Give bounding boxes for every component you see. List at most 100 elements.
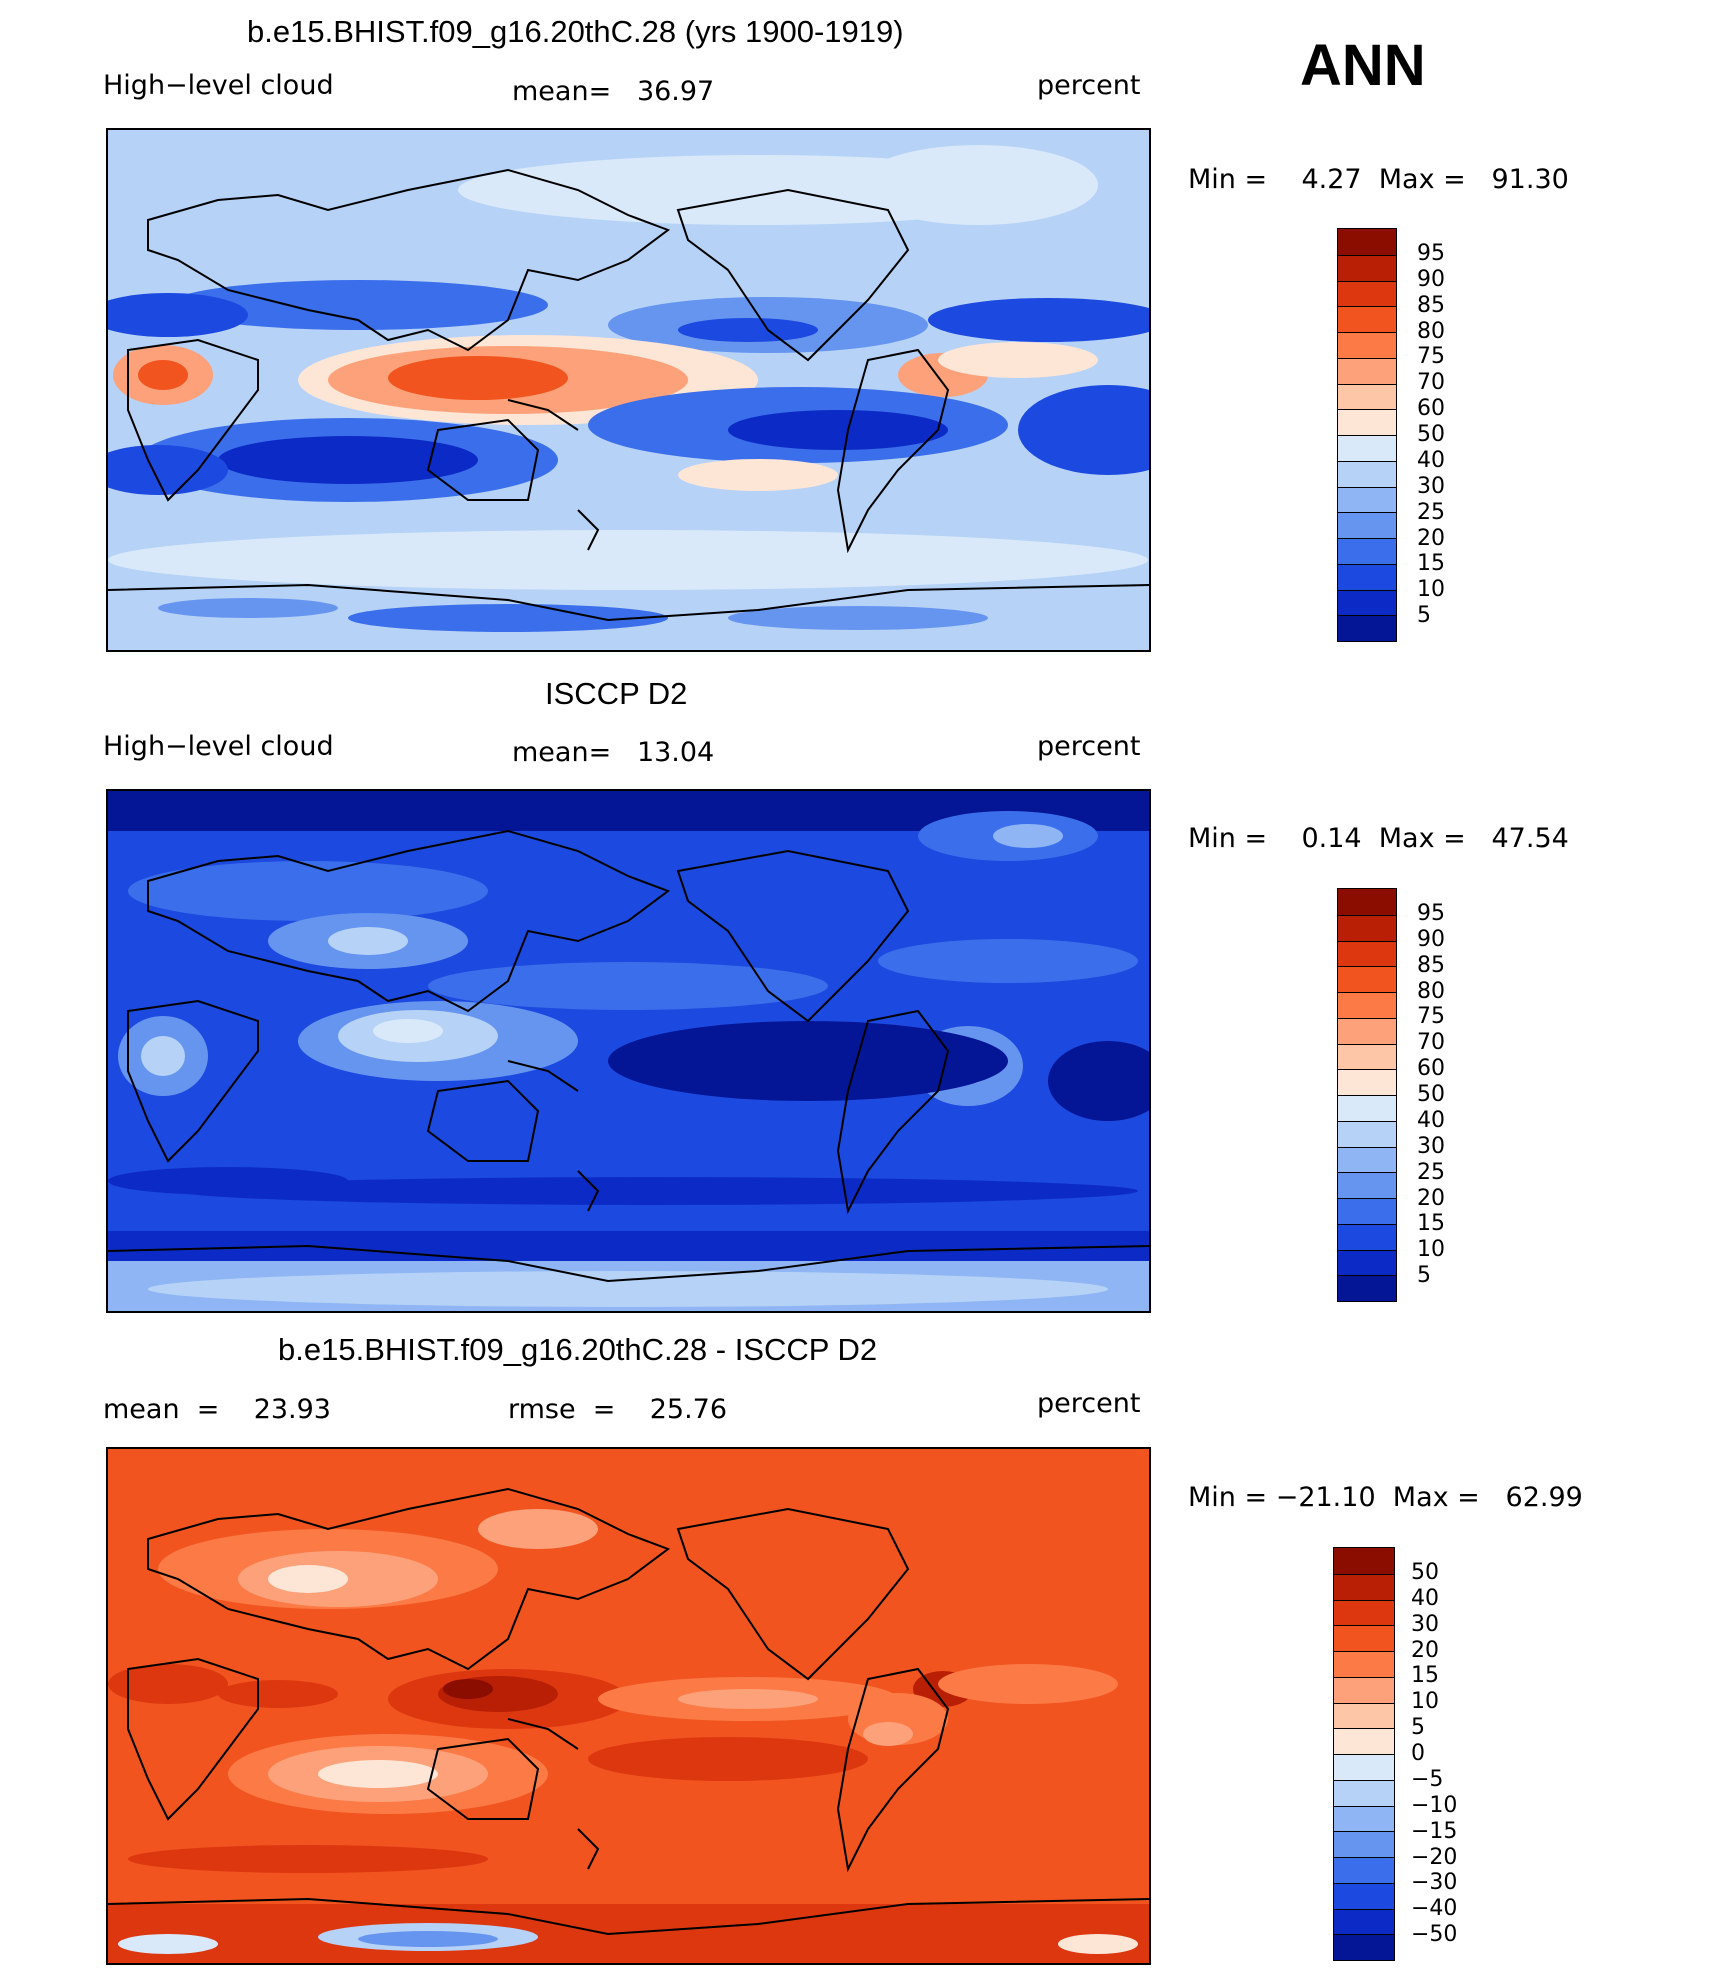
panel-1-colorbar (1337, 228, 1397, 642)
colorbar-level-label: −50 (1411, 1922, 1458, 1948)
colorbar-level-label: 70 (1417, 1030, 1445, 1056)
colorbar-level-label: 90 (1417, 926, 1445, 952)
colorbar-level-label: −20 (1411, 1844, 1458, 1870)
season-label: ANN (1300, 33, 1426, 98)
panel-3-coastlines (108, 1487, 1149, 1936)
colorbar-level-label: 75 (1417, 344, 1445, 370)
panel-3-mean-label: mean = 23.93 (103, 1394, 331, 1425)
colorbar-level-label: 75 (1417, 1004, 1445, 1030)
panel-2-left-label: High−level cloud (103, 731, 334, 762)
colorbar-level-label: −30 (1411, 1870, 1458, 1896)
panel-3-title: b.e15.BHIST.f09_g16.20thC.28 - ISCCP D2 (278, 1332, 878, 1367)
colorbar-level-label: 15 (1411, 1663, 1439, 1689)
colorbar-box (1338, 589, 1396, 616)
colorbar-box (1338, 1069, 1396, 1095)
panel-2-mean-label: mean= 13.04 (512, 737, 715, 768)
colorbar-box (1334, 1625, 1394, 1651)
colorbar-box (1334, 1779, 1394, 1806)
colorbar-level-label: 40 (1417, 447, 1445, 473)
colorbar-level-label: 10 (1411, 1689, 1439, 1715)
panel-3-colorbar (1333, 1547, 1395, 1961)
panel-1-units-label: percent (1037, 70, 1141, 101)
colorbar-level-label: 50 (1411, 1559, 1439, 1585)
colorbar-box (1338, 280, 1396, 307)
colorbar-level-label: 10 (1417, 1237, 1445, 1263)
colorbar-level-label: 20 (1417, 525, 1445, 551)
panel-3-map (106, 1447, 1151, 1965)
colorbar-box (1338, 229, 1396, 255)
colorbar-box (1334, 1702, 1394, 1729)
colorbar-box (1338, 1120, 1396, 1147)
colorbar-box (1338, 1095, 1396, 1121)
colorbar-box (1338, 1146, 1396, 1173)
colorbar-level-label: 20 (1417, 1185, 1445, 1211)
colorbar-box (1334, 1805, 1394, 1832)
panel-3-colorbar-labels: 50 40 30 20 15 10 5 0 −5 −10 −15 −20 −30 −40 −50 (1411, 1547, 1491, 1961)
panel-1-map (106, 128, 1151, 652)
colorbar-box (1338, 306, 1396, 332)
colorbar-box (1334, 1599, 1394, 1626)
colorbar-box (1338, 563, 1396, 590)
colorbar-box (1338, 1017, 1396, 1044)
panel-1-minmax: Min = 4.27 Max = 91.30 (1188, 164, 1569, 195)
colorbar-level-label: 20 (1411, 1637, 1439, 1663)
panel-3-rmse-label: rmse = 25.76 (508, 1394, 728, 1425)
colorbar-box (1338, 992, 1396, 1018)
colorbar-box (1338, 435, 1396, 461)
colorbar-level-label: 70 (1417, 370, 1445, 396)
panel-2-colorbar-labels: 95 90 85 80 75 70 60 50 40 30 25 20 15 10 5 (1417, 888, 1477, 1302)
colorbar-box (1338, 332, 1396, 358)
panel-1-region-stormtrack (168, 280, 548, 330)
colorbar-box (1334, 1934, 1394, 1960)
colorbar-box (1338, 486, 1396, 513)
panel-1-left-label: High−level cloud (103, 70, 334, 101)
colorbar-box (1334, 1882, 1394, 1909)
colorbar-box (1338, 383, 1396, 410)
colorbar-box (1334, 1651, 1394, 1677)
colorbar-box (1338, 1198, 1396, 1224)
colorbar-level-label: 85 (1417, 292, 1445, 318)
colorbar-level-label: −40 (1411, 1896, 1458, 1922)
colorbar-level-label: 40 (1417, 1107, 1445, 1133)
colorbar-level-label: 80 (1417, 978, 1445, 1004)
panel-2-map (106, 789, 1151, 1313)
colorbar-box (1334, 1754, 1394, 1780)
colorbar-level-label: −5 (1411, 1766, 1444, 1792)
colorbar-box (1334, 1857, 1394, 1883)
colorbar-level-label: 30 (1411, 1611, 1439, 1637)
colorbar-box (1338, 512, 1396, 538)
colorbar-box (1338, 940, 1396, 967)
colorbar-level-label: 95 (1417, 240, 1445, 266)
colorbar-level-label: 30 (1417, 473, 1445, 499)
colorbar-box (1338, 357, 1396, 384)
panel-2-minmax: Min = 0.14 Max = 47.54 (1188, 823, 1569, 854)
panel-2-coastlines (108, 829, 1149, 1283)
colorbar-box (1338, 460, 1396, 487)
colorbar-box (1338, 409, 1396, 435)
colorbar-level-label: −15 (1411, 1818, 1458, 1844)
colorbar-box (1334, 1676, 1394, 1703)
colorbar-level-label: 15 (1417, 1211, 1445, 1237)
panel-2-colorbar (1337, 888, 1397, 1302)
colorbar-box (1338, 1043, 1396, 1070)
colorbar-level-label: 80 (1417, 318, 1445, 344)
colorbar-level-label: 15 (1417, 551, 1445, 577)
colorbar-level-label: 95 (1417, 900, 1445, 926)
colorbar-level-label: 5 (1411, 1715, 1425, 1741)
colorbar-level-label: 10 (1417, 577, 1445, 603)
colorbar-level-label: 30 (1417, 1133, 1445, 1159)
colorbar-box (1338, 1249, 1396, 1276)
colorbar-box (1338, 254, 1396, 281)
colorbar-box (1338, 538, 1396, 564)
colorbar-level-label: 40 (1411, 1585, 1439, 1611)
colorbar-box (1334, 1831, 1394, 1857)
panel-1-colorbar-labels: 95 90 85 80 75 70 60 50 40 30 25 20 15 10 5 (1417, 228, 1477, 642)
panel-1-coastlines (108, 168, 1149, 622)
colorbar-level-label: 5 (1417, 603, 1431, 629)
panel-2-title: ISCCP D2 (545, 676, 688, 711)
colorbar-level-label: 50 (1417, 422, 1445, 447)
panel-3-units-label: percent (1037, 1388, 1141, 1419)
colorbar-level-label: 50 (1417, 1082, 1445, 1107)
colorbar-box (1338, 966, 1396, 992)
colorbar-box (1338, 914, 1396, 941)
